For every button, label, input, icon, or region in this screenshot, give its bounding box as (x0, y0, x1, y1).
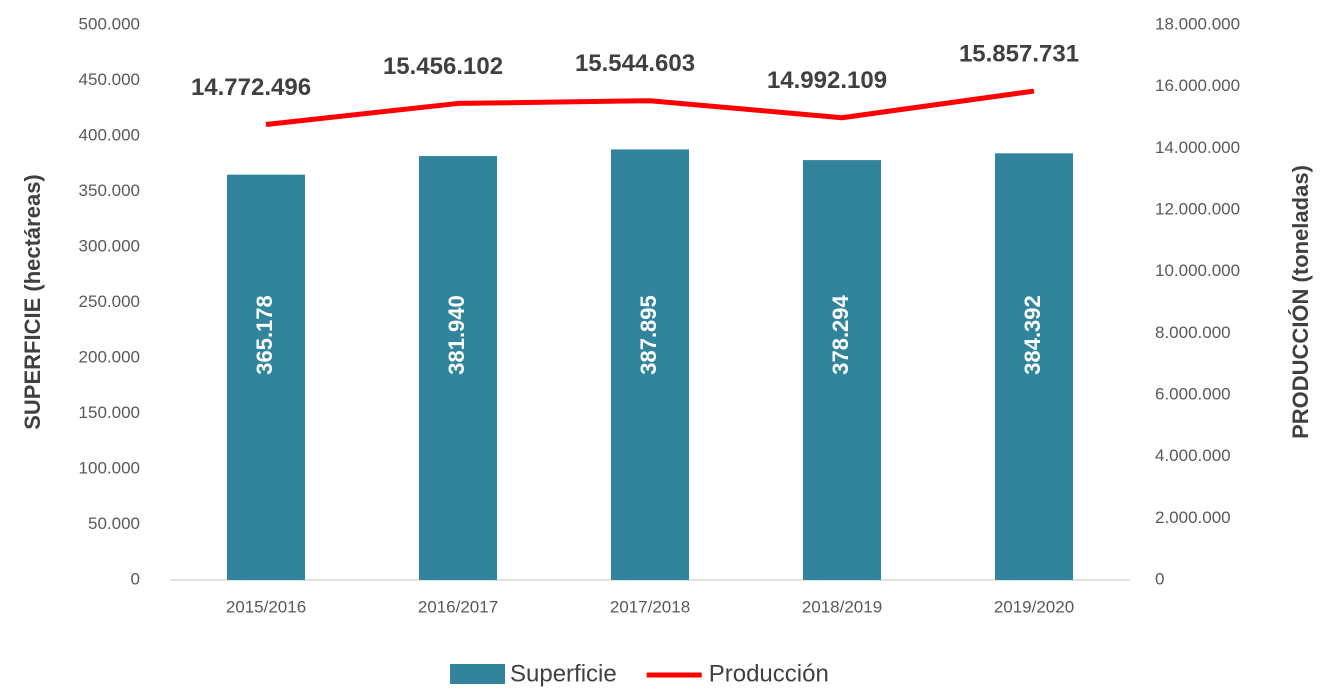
yticks-label: 0 (131, 569, 140, 588)
x-tick-label: 2016/2017 (418, 597, 498, 616)
y2ticks-label: 0 (1155, 569, 1164, 588)
x-tick-label: 2017/2018 (610, 597, 690, 616)
yticks-label: 200.000 (79, 347, 140, 366)
yticks-label: 400.000 (79, 125, 140, 144)
y-axis-title: SUPERFICIE (hectáreas) (20, 174, 45, 430)
legend-label: Producción (709, 660, 829, 687)
y2ticks-label: 18.000.000 (1155, 14, 1240, 33)
y2ticks-label: 8.000.000 (1155, 323, 1231, 342)
legend-label: Superficie (510, 660, 617, 687)
bar-value-label: 378.294 (828, 294, 853, 374)
yticks-label: 100.000 (79, 458, 140, 477)
line-value-label: 15.456.102 (383, 53, 503, 80)
x-tick-label: 2018/2019 (802, 597, 882, 616)
yticks-label: 50.000 (88, 514, 140, 533)
y2ticks-label: 2.000.000 (1155, 508, 1231, 527)
bar (995, 153, 1073, 580)
line-value-label: 15.857.731 (959, 40, 1079, 67)
bar-value-label: 365.178 (252, 295, 277, 375)
bar (419, 156, 497, 580)
x-tick-label: 2019/2020 (994, 597, 1074, 616)
y2ticks-label: 12.000.000 (1155, 199, 1240, 218)
yticks-label: 250.000 (79, 292, 140, 311)
legend-swatch (450, 664, 505, 684)
line-value-label: 14.772.496 (191, 74, 311, 101)
y2ticks-label: 10.000.000 (1155, 261, 1240, 280)
bar (803, 160, 881, 580)
y2ticks-label: 6.000.000 (1155, 384, 1231, 403)
bar-value-label: 381.940 (444, 295, 469, 375)
bar (227, 174, 305, 581)
yticks-label: 150.000 (79, 403, 140, 422)
y2ticks-label: 16.000.000 (1155, 76, 1240, 95)
bar-value-label: 387.895 (636, 295, 661, 375)
yticks-label: 450.000 (79, 70, 140, 89)
x-tick-label: 2015/2016 (226, 597, 306, 616)
yticks-label: 500.000 (79, 14, 140, 33)
line-value-label: 15.544.603 (575, 50, 695, 77)
line-value-label: 14.992.109 (767, 67, 887, 94)
yticks-label: 300.000 (79, 236, 140, 255)
yticks-label: 350.000 (79, 181, 140, 200)
line (265, 88, 1035, 128)
bar (611, 149, 689, 580)
bar-value-label: 384.392 (1020, 295, 1045, 375)
y2ticks-label: 4.000.000 (1155, 446, 1231, 465)
y2ticks-label: 14.000.000 (1155, 138, 1240, 157)
y2-axis-title: PRODUCCIÓN (toneladas) (1288, 165, 1313, 439)
